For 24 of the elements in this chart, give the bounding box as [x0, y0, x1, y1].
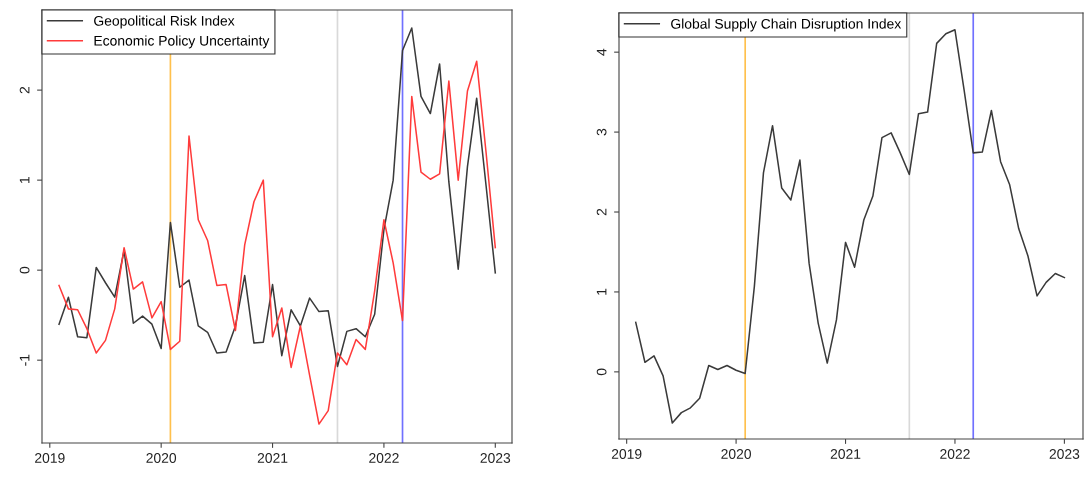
line-series	[58, 27, 497, 368]
y-tick-label: 2	[596, 208, 607, 216]
y-tick-label: 2	[19, 86, 30, 94]
y-tick-label: 3	[596, 128, 607, 136]
y-tick-label: 1	[19, 176, 30, 183]
x-tick-label: 2019	[611, 449, 642, 459]
x-tick-label: 2023	[480, 453, 511, 463]
x-tick-label: 2021	[257, 453, 288, 463]
x-tick-label: 2020	[146, 453, 177, 463]
legend-label: Economic Policy Uncertainty	[94, 35, 270, 49]
line-series	[58, 60, 497, 425]
legend-label: Geopolitical Risk Index	[94, 15, 235, 29]
y-tick-label: 0	[596, 368, 607, 376]
legend-label: Global Supply Chain Disruption Index	[671, 18, 902, 32]
x-tick-label: 2019	[35, 453, 65, 463]
y-tick-label: 4	[596, 48, 607, 56]
y-tick-label: 0	[19, 266, 30, 274]
x-tick-label: 2022	[940, 449, 970, 459]
y-tick-label: -1	[19, 354, 30, 366]
x-tick-label: 2022	[369, 453, 399, 463]
y-tick-label: 1	[596, 288, 607, 295]
x-tick-label: 2023	[1049, 449, 1080, 459]
x-tick-label: 2021	[830, 449, 861, 459]
x-tick-label: 2020	[721, 449, 751, 459]
